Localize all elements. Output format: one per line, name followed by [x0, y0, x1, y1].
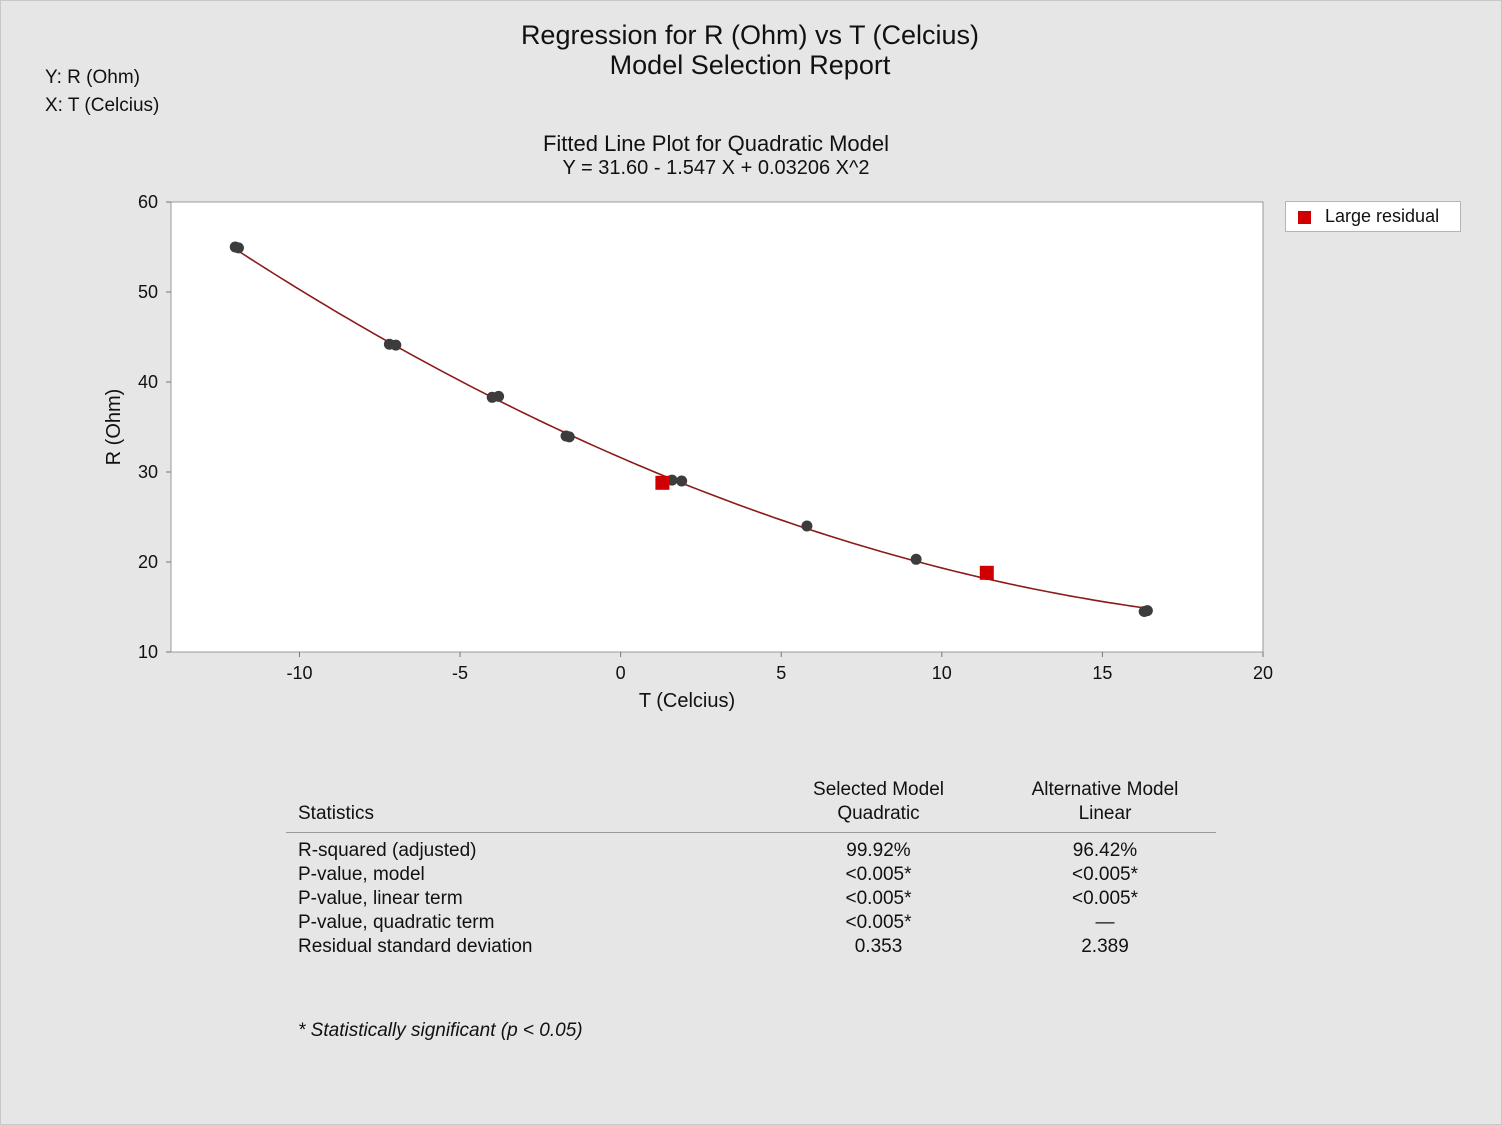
alternative-value: 96.42%	[1072, 840, 1138, 861]
alternative-value: 2.389	[1081, 936, 1129, 957]
selected-model-header-line1: Selected Model	[813, 779, 944, 800]
y-tick-label: 50	[138, 282, 158, 302]
report-subtitle: Model Selection Report	[609, 50, 891, 80]
x-axis-title: T (Celcius)	[639, 690, 735, 712]
y-tick-label: 30	[138, 462, 158, 482]
selected-value: <0.005*	[845, 888, 912, 909]
selected-model-header: Selected Model Quadratic	[763, 778, 994, 833]
y-variable-label: Y: R (Ohm)	[45, 67, 141, 88]
data-point	[910, 553, 922, 565]
legend-label: Large residual	[1325, 206, 1440, 226]
selected-value: <0.005*	[845, 864, 912, 885]
row-label: P-value, linear term	[298, 888, 463, 909]
x-tick-label: 20	[1253, 663, 1273, 683]
x-tick-label: -5	[452, 663, 468, 683]
alternative-model-header-line1: Alternative Model	[1031, 779, 1179, 800]
selected-value: 99.92%	[846, 840, 911, 861]
selected-model-header-line2: Quadratic	[837, 803, 920, 824]
alternative-value: <0.005*	[1071, 888, 1139, 909]
alternative-value: <0.005*	[1071, 864, 1139, 885]
stats-table: Statistics Selected Model Quadratic Alte…	[286, 778, 1216, 959]
table-row: P-value, model <0.005* <0.005*	[286, 863, 1216, 887]
row-label: Residual standard deviation	[298, 936, 533, 957]
data-point	[676, 475, 688, 487]
row-label: R-squared (adjusted)	[298, 840, 477, 861]
table-row: P-value, linear term <0.005* <0.005*	[286, 887, 1216, 911]
significance-footnote: * Statistically significant (p < 0.05)	[298, 1020, 583, 1041]
stats-header-row: Statistics Selected Model Quadratic Alte…	[286, 778, 1216, 833]
legend: Large residual	[1285, 201, 1461, 232]
data-point	[390, 339, 402, 351]
large-residual-point	[979, 565, 994, 580]
x-tick-label: 0	[616, 663, 626, 683]
data-point	[1141, 605, 1153, 617]
x-tick-label: 10	[932, 663, 952, 683]
x-variable-label: X: T (Celcius)	[45, 95, 160, 116]
y-tick-label: 40	[138, 372, 158, 392]
table-row: P-value, quadratic term <0.005* —	[286, 911, 1216, 935]
y-tick-label: 10	[138, 642, 158, 662]
y-axis-title: R (Ohm)	[103, 389, 125, 466]
y-tick-label: 20	[138, 552, 158, 572]
row-label: P-value, quadratic term	[298, 912, 495, 933]
plot-equation: Y = 31.60 - 1.547 X + 0.03206 X^2	[562, 157, 870, 179]
alternative-model-header: Alternative Model Linear	[994, 778, 1216, 833]
table-row: Residual standard deviation 0.353 2.389	[286, 935, 1216, 959]
data-point	[801, 520, 813, 532]
y-tick-label: 60	[138, 192, 158, 212]
row-label: P-value, model	[298, 864, 425, 885]
data-point	[232, 242, 244, 254]
data-point	[493, 390, 505, 402]
report-title: Regression for R (Ohm) vs T (Celcius)	[520, 20, 980, 50]
stats-header: Statistics	[298, 803, 375, 824]
selected-value: 0.353	[854, 936, 903, 957]
alternative-model-header-line2: Linear	[1078, 803, 1132, 824]
x-tick-label: 5	[776, 663, 786, 683]
large-residual-swatch-icon	[1298, 211, 1311, 224]
selected-value: <0.005*	[845, 912, 912, 933]
fitted-line-plot: -10 -5 0 5 10 15 20 10 20 30 40 50 60 T (Celcius) R (O…	[103, 192, 1273, 712]
plot-area	[170, 201, 1264, 653]
x-tick-label: -10	[286, 663, 312, 683]
plot-title: Fitted Line Plot for Quadratic Model	[542, 131, 890, 156]
alternative-value: —	[1095, 912, 1115, 933]
large-residual-point	[655, 475, 670, 490]
x-tick-label: 15	[1092, 663, 1112, 683]
table-row: R-squared (adjusted) 99.92% 96.42%	[286, 833, 1216, 864]
data-point	[563, 431, 575, 443]
